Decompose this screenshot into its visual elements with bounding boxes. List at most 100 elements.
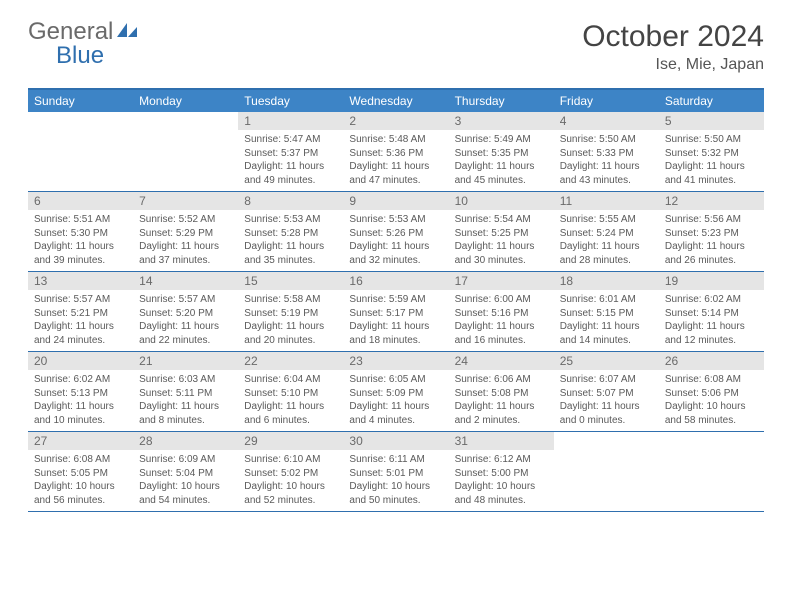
sunset-line: Sunset: 5:23 PM	[665, 227, 758, 241]
day-number: 8	[238, 192, 343, 210]
sunrise-line: Sunrise: 6:04 AM	[244, 373, 337, 387]
day-cell: 11Sunrise: 5:55 AMSunset: 5:24 PMDayligh…	[554, 192, 659, 271]
day-cell: 9Sunrise: 5:53 AMSunset: 5:26 PMDaylight…	[343, 192, 448, 271]
sunset-line: Sunset: 5:07 PM	[560, 387, 653, 401]
day-details: Sunrise: 5:50 AMSunset: 5:33 PMDaylight:…	[554, 130, 659, 191]
day-number: 9	[343, 192, 448, 210]
daylight-line: Daylight: 11 hours and 45 minutes.	[455, 160, 548, 187]
day-cell: 13Sunrise: 5:57 AMSunset: 5:21 PMDayligh…	[28, 272, 133, 351]
day-number: 16	[343, 272, 448, 290]
day-details: Sunrise: 5:52 AMSunset: 5:29 PMDaylight:…	[133, 210, 238, 271]
sunrise-line: Sunrise: 5:47 AM	[244, 133, 337, 147]
sunset-line: Sunset: 5:17 PM	[349, 307, 442, 321]
sunrise-line: Sunrise: 5:53 AM	[349, 213, 442, 227]
sunset-line: Sunset: 5:36 PM	[349, 147, 442, 161]
day-cell: 28Sunrise: 6:09 AMSunset: 5:04 PMDayligh…	[133, 432, 238, 511]
sunrise-line: Sunrise: 6:00 AM	[455, 293, 548, 307]
sunset-line: Sunset: 5:29 PM	[139, 227, 232, 241]
day-number: 10	[449, 192, 554, 210]
day-cell: 16Sunrise: 5:59 AMSunset: 5:17 PMDayligh…	[343, 272, 448, 351]
day-cell: 21Sunrise: 6:03 AMSunset: 5:11 PMDayligh…	[133, 352, 238, 431]
sunset-line: Sunset: 5:16 PM	[455, 307, 548, 321]
day-cell: 17Sunrise: 6:00 AMSunset: 5:16 PMDayligh…	[449, 272, 554, 351]
day-details: Sunrise: 5:49 AMSunset: 5:35 PMDaylight:…	[449, 130, 554, 191]
day-details: Sunrise: 6:02 AMSunset: 5:13 PMDaylight:…	[28, 370, 133, 431]
day-number: 24	[449, 352, 554, 370]
sunrise-line: Sunrise: 5:59 AM	[349, 293, 442, 307]
daylight-line: Daylight: 10 hours and 50 minutes.	[349, 480, 442, 507]
day-cell: 1Sunrise: 5:47 AMSunset: 5:37 PMDaylight…	[238, 112, 343, 191]
daylight-line: Daylight: 11 hours and 12 minutes.	[665, 320, 758, 347]
day-number: 1	[238, 112, 343, 130]
sunset-line: Sunset: 5:10 PM	[244, 387, 337, 401]
daylight-line: Daylight: 11 hours and 39 minutes.	[34, 240, 127, 267]
day-number: 29	[238, 432, 343, 450]
week-row: 13Sunrise: 5:57 AMSunset: 5:21 PMDayligh…	[28, 272, 764, 352]
sunrise-line: Sunrise: 6:07 AM	[560, 373, 653, 387]
day-cell: 6Sunrise: 5:51 AMSunset: 5:30 PMDaylight…	[28, 192, 133, 271]
empty-cell	[28, 112, 133, 191]
month-title: October 2024	[582, 20, 764, 54]
day-cell: 20Sunrise: 6:02 AMSunset: 5:13 PMDayligh…	[28, 352, 133, 431]
sunset-line: Sunset: 5:32 PM	[665, 147, 758, 161]
sunset-line: Sunset: 5:00 PM	[455, 467, 548, 481]
sunrise-line: Sunrise: 6:02 AM	[665, 293, 758, 307]
daylight-line: Daylight: 11 hours and 26 minutes.	[665, 240, 758, 267]
day-details: Sunrise: 6:09 AMSunset: 5:04 PMDaylight:…	[133, 450, 238, 511]
daylight-line: Daylight: 11 hours and 18 minutes.	[349, 320, 442, 347]
day-number: 6	[28, 192, 133, 210]
day-cell: 27Sunrise: 6:08 AMSunset: 5:05 PMDayligh…	[28, 432, 133, 511]
day-details: Sunrise: 5:48 AMSunset: 5:36 PMDaylight:…	[343, 130, 448, 191]
empty-cell	[133, 112, 238, 191]
day-details: Sunrise: 6:11 AMSunset: 5:01 PMDaylight:…	[343, 450, 448, 511]
day-header-thursday: Thursday	[449, 90, 554, 112]
day-details: Sunrise: 5:59 AMSunset: 5:17 PMDaylight:…	[343, 290, 448, 351]
sunset-line: Sunset: 5:25 PM	[455, 227, 548, 241]
day-cell: 7Sunrise: 5:52 AMSunset: 5:29 PMDaylight…	[133, 192, 238, 271]
day-details: Sunrise: 5:58 AMSunset: 5:19 PMDaylight:…	[238, 290, 343, 351]
logo-sail-icon	[115, 20, 139, 44]
day-cell: 18Sunrise: 6:01 AMSunset: 5:15 PMDayligh…	[554, 272, 659, 351]
sunrise-line: Sunrise: 5:48 AM	[349, 133, 442, 147]
sunrise-line: Sunrise: 6:01 AM	[560, 293, 653, 307]
week-row: 1Sunrise: 5:47 AMSunset: 5:37 PMDaylight…	[28, 112, 764, 192]
sunset-line: Sunset: 5:28 PM	[244, 227, 337, 241]
sunrise-line: Sunrise: 6:03 AM	[139, 373, 232, 387]
sunset-line: Sunset: 5:20 PM	[139, 307, 232, 321]
sunrise-line: Sunrise: 5:53 AM	[244, 213, 337, 227]
day-cell: 25Sunrise: 6:07 AMSunset: 5:07 PMDayligh…	[554, 352, 659, 431]
day-details: Sunrise: 6:05 AMSunset: 5:09 PMDaylight:…	[343, 370, 448, 431]
day-number: 5	[659, 112, 764, 130]
sunrise-line: Sunrise: 6:09 AM	[139, 453, 232, 467]
day-header-row: SundayMondayTuesdayWednesdayThursdayFrid…	[28, 90, 764, 112]
sunrise-line: Sunrise: 5:51 AM	[34, 213, 127, 227]
day-cell: 22Sunrise: 6:04 AMSunset: 5:10 PMDayligh…	[238, 352, 343, 431]
day-cell: 14Sunrise: 5:57 AMSunset: 5:20 PMDayligh…	[133, 272, 238, 351]
day-cell: 23Sunrise: 6:05 AMSunset: 5:09 PMDayligh…	[343, 352, 448, 431]
daylight-line: Daylight: 11 hours and 24 minutes.	[34, 320, 127, 347]
daylight-line: Daylight: 11 hours and 10 minutes.	[34, 400, 127, 427]
sunset-line: Sunset: 5:15 PM	[560, 307, 653, 321]
sunrise-line: Sunrise: 6:10 AM	[244, 453, 337, 467]
day-number: 22	[238, 352, 343, 370]
title-block: October 2024 Ise, Mie, Japan	[582, 20, 764, 74]
day-cell: 30Sunrise: 6:11 AMSunset: 5:01 PMDayligh…	[343, 432, 448, 511]
day-header-saturday: Saturday	[659, 90, 764, 112]
sunset-line: Sunset: 5:11 PM	[139, 387, 232, 401]
week-row: 6Sunrise: 5:51 AMSunset: 5:30 PMDaylight…	[28, 192, 764, 272]
day-cell: 24Sunrise: 6:06 AMSunset: 5:08 PMDayligh…	[449, 352, 554, 431]
day-header-friday: Friday	[554, 90, 659, 112]
day-number: 2	[343, 112, 448, 130]
sunrise-line: Sunrise: 5:58 AM	[244, 293, 337, 307]
sunrise-line: Sunrise: 5:54 AM	[455, 213, 548, 227]
day-details: Sunrise: 5:57 AMSunset: 5:20 PMDaylight:…	[133, 290, 238, 351]
day-number: 28	[133, 432, 238, 450]
calendar: SundayMondayTuesdayWednesdayThursdayFrid…	[28, 88, 764, 512]
location: Ise, Mie, Japan	[582, 56, 764, 74]
day-cell: 31Sunrise: 6:12 AMSunset: 5:00 PMDayligh…	[449, 432, 554, 511]
daylight-line: Daylight: 11 hours and 41 minutes.	[665, 160, 758, 187]
sunset-line: Sunset: 5:05 PM	[34, 467, 127, 481]
day-details: Sunrise: 5:56 AMSunset: 5:23 PMDaylight:…	[659, 210, 764, 271]
sunrise-line: Sunrise: 5:56 AM	[665, 213, 758, 227]
daylight-line: Daylight: 11 hours and 16 minutes.	[455, 320, 548, 347]
